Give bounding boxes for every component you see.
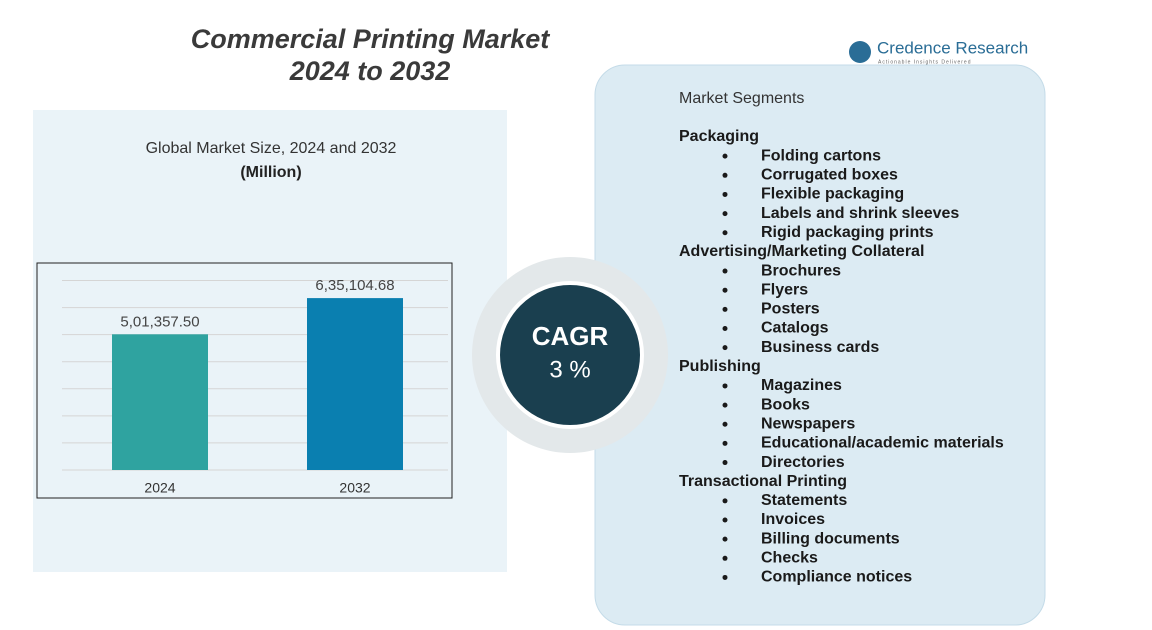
logo-tagline: Actionable Insights Delivered xyxy=(878,59,971,65)
segment-item: Educational/academic materials xyxy=(761,435,1004,452)
segment-group: Packaging xyxy=(679,128,759,145)
segment-group: Advertising/Marketing Collateral xyxy=(679,243,924,260)
bullet xyxy=(722,306,728,312)
chart-title: Global Market Size, 2024 and 2032 xyxy=(146,140,397,157)
segment-item: Statements xyxy=(761,492,847,509)
segment-item: Labels and shrink sleeves xyxy=(761,205,959,222)
logo: Credence Research Actionable Insights De… xyxy=(849,38,1028,65)
bullet xyxy=(722,345,728,351)
bullet xyxy=(722,191,728,197)
bullet xyxy=(722,421,728,427)
bullet xyxy=(722,230,728,236)
segment-item: Folding cartons xyxy=(761,147,881,164)
bullet xyxy=(722,440,728,446)
logo-text: Credence Research xyxy=(877,38,1028,57)
bullet xyxy=(722,555,728,561)
cagr-label: CAGR xyxy=(532,321,609,351)
bullet xyxy=(722,326,728,331)
bullet xyxy=(722,172,728,178)
segment-item: Catalogs xyxy=(761,320,829,337)
bullet xyxy=(722,153,728,159)
segment-group: Transactional Printing xyxy=(679,473,847,490)
segment-item: Newspapers xyxy=(761,415,855,432)
title: 2024 to 2032 xyxy=(289,56,451,86)
segments-heading: Market Segments xyxy=(679,90,804,107)
cagr-value: 3 % xyxy=(549,356,590,383)
segment-item: Rigid packaging prints xyxy=(761,224,934,241)
segment-item: Checks xyxy=(761,550,818,567)
chart-frame xyxy=(36,262,453,499)
segment-item: Flyers xyxy=(761,281,808,298)
x-tick-label: 2024 xyxy=(144,480,175,496)
segment-item: Flexible packaging xyxy=(761,186,904,203)
x-tick-label: 2032 xyxy=(339,480,370,496)
value-label: 5,01,357.50 xyxy=(120,313,199,330)
logo-icon xyxy=(849,41,871,63)
segment-item: Invoices xyxy=(761,511,825,528)
bar xyxy=(307,298,403,470)
bullet xyxy=(722,517,728,523)
segment-item: Directories xyxy=(761,454,845,471)
bullet xyxy=(722,498,728,504)
bullet xyxy=(722,460,728,466)
segment-group: Publishing xyxy=(679,358,761,375)
segment-item: Compliance notices xyxy=(761,569,912,586)
bullet xyxy=(722,211,728,217)
segment-item: Business cards xyxy=(761,339,879,356)
bullet xyxy=(722,383,728,389)
bullet xyxy=(722,574,728,580)
value-label: 6,35,104.68 xyxy=(315,277,394,294)
bullet xyxy=(722,287,728,293)
segment-item: Posters xyxy=(761,301,820,318)
bullet xyxy=(722,536,728,542)
bullet xyxy=(722,402,728,408)
cagr-circle xyxy=(496,281,644,429)
title: Commercial Printing Market xyxy=(191,24,551,54)
segment-item: Magazines xyxy=(761,377,842,394)
bullet xyxy=(722,268,728,274)
segment-item: Brochures xyxy=(761,262,841,279)
segment-item: Corrugated boxes xyxy=(761,167,898,184)
chart-subtitle: (Million) xyxy=(240,164,301,181)
bar xyxy=(112,334,208,470)
segment-item: Billing documents xyxy=(761,530,900,547)
segment-item: Books xyxy=(761,396,810,413)
